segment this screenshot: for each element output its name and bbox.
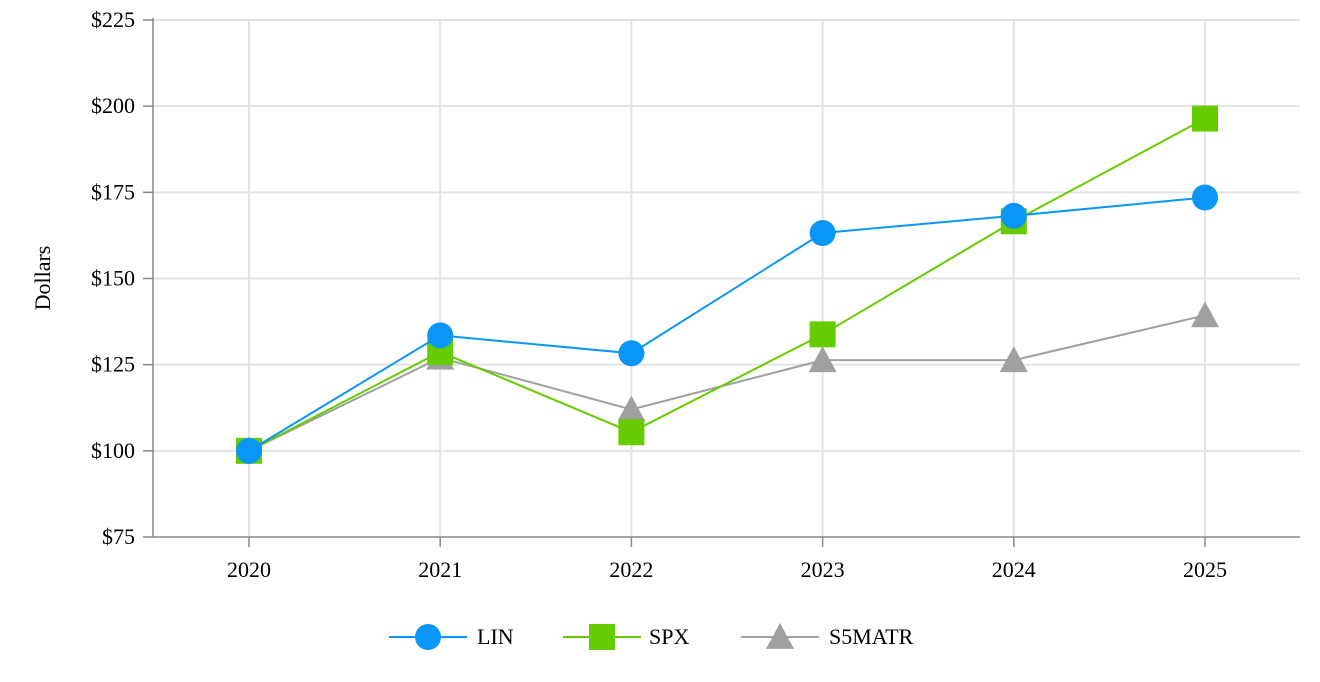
legend-marker-spx bbox=[589, 624, 615, 650]
legend-marker-s5matr bbox=[766, 623, 794, 649]
y-tick-label: $200 bbox=[91, 93, 135, 118]
x-tick-label: 2020 bbox=[227, 557, 271, 582]
y-axis-title: Dollars bbox=[30, 246, 55, 311]
series-spx bbox=[236, 105, 1218, 464]
legend-label: SPX bbox=[649, 624, 689, 649]
grid-lines bbox=[153, 19, 1300, 537]
data-point-spx bbox=[809, 321, 836, 348]
data-point-lin bbox=[1192, 184, 1218, 211]
data-point-s5matr bbox=[808, 346, 837, 373]
y-tick-label: $150 bbox=[91, 266, 135, 291]
data-point-lin bbox=[809, 220, 836, 247]
data-point-s5matr bbox=[617, 395, 646, 422]
series-line-s5matr bbox=[248, 314, 1206, 452]
data-point-s5matr bbox=[999, 346, 1028, 373]
series-line-lin bbox=[248, 196, 1206, 452]
legend-label: LIN bbox=[477, 624, 514, 649]
data-point-lin bbox=[236, 437, 262, 464]
legend-item-s5matr: S5MATR bbox=[741, 623, 914, 649]
x-tick-label: 2024 bbox=[992, 557, 1036, 582]
axes bbox=[143, 18, 1300, 547]
data-point-s5matr bbox=[1191, 301, 1219, 328]
y-tick-label: $100 bbox=[91, 438, 135, 463]
series-lin bbox=[236, 184, 1218, 464]
data-point-spx bbox=[1192, 105, 1218, 132]
y-tick-label: $225 bbox=[91, 7, 135, 32]
x-tick-label: 2022 bbox=[609, 557, 653, 582]
x-tick-label: 2023 bbox=[801, 557, 845, 582]
y-tick-labels: $75 $100 $125 $150 $175 $200 $225 bbox=[91, 7, 135, 549]
legend-marker-lin bbox=[415, 624, 441, 650]
y-tick-label: $125 bbox=[91, 352, 135, 377]
legend-item-spx: SPX bbox=[563, 624, 689, 650]
data-point-lin bbox=[618, 340, 645, 367]
legend-item-lin: LIN bbox=[389, 624, 514, 650]
data-point-lin bbox=[427, 322, 454, 349]
series bbox=[235, 105, 1219, 464]
x-tick-label: 2021 bbox=[418, 557, 462, 582]
y-tick-label: $75 bbox=[102, 524, 135, 549]
x-tick-label: 2025 bbox=[1183, 557, 1227, 582]
x-tick-labels: 2020 2021 2022 2023 2024 2025 bbox=[227, 557, 1227, 582]
data-point-spx bbox=[618, 419, 645, 446]
legend: LIN SPX S5MATR bbox=[389, 623, 914, 650]
legend-label: S5MATR bbox=[829, 624, 914, 649]
data-point-lin bbox=[1000, 202, 1027, 229]
y-tick-label: $175 bbox=[91, 179, 135, 204]
series-line-spx bbox=[248, 117, 1206, 452]
